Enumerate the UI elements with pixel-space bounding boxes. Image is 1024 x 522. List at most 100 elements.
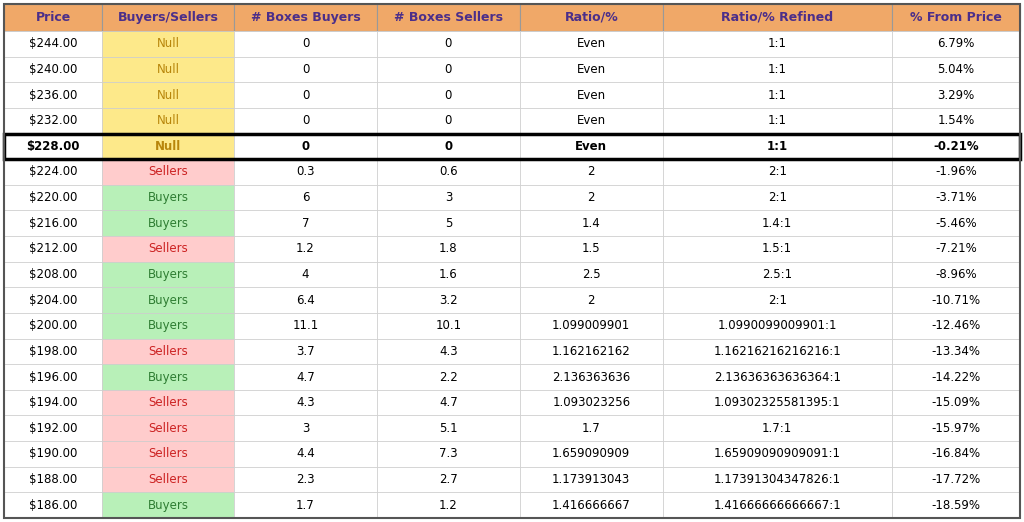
- Bar: [663, 31, 892, 56]
- Text: 0: 0: [302, 89, 309, 102]
- Bar: [377, 159, 520, 185]
- Bar: [234, 159, 377, 185]
- Text: 3: 3: [302, 422, 309, 435]
- Text: $204.00: $204.00: [29, 294, 78, 306]
- Text: 1.2: 1.2: [439, 499, 458, 512]
- Text: Null: Null: [157, 37, 179, 50]
- Bar: [102, 390, 234, 416]
- Text: Ratio/%: Ratio/%: [564, 11, 618, 24]
- Text: -3.71%: -3.71%: [935, 191, 977, 204]
- Bar: [663, 262, 892, 287]
- Bar: [663, 441, 892, 467]
- Text: Even: Even: [577, 89, 606, 102]
- Bar: [4, 364, 102, 390]
- Text: 6.79%: 6.79%: [937, 37, 975, 50]
- Text: 1:1: 1:1: [768, 89, 786, 102]
- Text: 0: 0: [444, 140, 453, 153]
- Bar: [4, 492, 102, 518]
- Text: $190.00: $190.00: [29, 447, 78, 460]
- Text: 3.2: 3.2: [439, 294, 458, 306]
- Bar: [520, 210, 663, 236]
- Text: 0.6: 0.6: [439, 165, 458, 179]
- Text: Null: Null: [157, 114, 179, 127]
- Text: 2: 2: [588, 294, 595, 306]
- Bar: [520, 159, 663, 185]
- Text: $192.00: $192.00: [29, 422, 78, 435]
- Bar: [663, 313, 892, 339]
- Text: -14.22%: -14.22%: [931, 371, 980, 384]
- Text: Sellers: Sellers: [148, 396, 188, 409]
- Text: Null: Null: [155, 140, 181, 153]
- Text: 2:1: 2:1: [768, 294, 786, 306]
- Text: 2:1: 2:1: [768, 165, 786, 179]
- Bar: [663, 364, 892, 390]
- Text: 1.17391304347826:1: 1.17391304347826:1: [714, 473, 841, 486]
- Bar: [102, 339, 234, 364]
- Bar: [4, 390, 102, 416]
- Text: 2.3: 2.3: [296, 473, 314, 486]
- Bar: [102, 287, 234, 313]
- Text: $200.00: $200.00: [29, 319, 77, 333]
- Bar: [234, 262, 377, 287]
- Text: Sellers: Sellers: [148, 422, 188, 435]
- Bar: [663, 287, 892, 313]
- Bar: [102, 441, 234, 467]
- Text: 0.3: 0.3: [296, 165, 314, 179]
- Bar: [4, 134, 1020, 159]
- Text: Sellers: Sellers: [148, 447, 188, 460]
- Bar: [4, 82, 102, 108]
- Bar: [4, 185, 102, 210]
- Bar: [4, 339, 102, 364]
- Bar: [234, 390, 377, 416]
- Bar: [377, 441, 520, 467]
- Bar: [892, 364, 1020, 390]
- Text: 1.41666666666667:1: 1.41666666666667:1: [714, 499, 841, 512]
- Text: -12.46%: -12.46%: [931, 319, 980, 333]
- Text: Buyers: Buyers: [147, 319, 188, 333]
- Bar: [892, 159, 1020, 185]
- Bar: [102, 56, 234, 82]
- Bar: [4, 236, 102, 262]
- Bar: [892, 185, 1020, 210]
- Bar: [234, 56, 377, 82]
- Bar: [102, 236, 234, 262]
- Bar: [102, 313, 234, 339]
- Text: 2.136363636: 2.136363636: [552, 371, 631, 384]
- Bar: [102, 185, 234, 210]
- Bar: [892, 56, 1020, 82]
- Bar: [102, 492, 234, 518]
- Bar: [520, 339, 663, 364]
- Text: 2.5: 2.5: [582, 268, 601, 281]
- Text: 0: 0: [444, 63, 452, 76]
- Text: Sellers: Sellers: [148, 345, 188, 358]
- Text: 1.16216216216216:1: 1.16216216216216:1: [714, 345, 841, 358]
- Bar: [234, 467, 377, 492]
- Bar: [4, 159, 102, 185]
- Bar: [663, 236, 892, 262]
- Text: $188.00: $188.00: [29, 473, 77, 486]
- Bar: [4, 4, 102, 31]
- Text: 1.099009901: 1.099009901: [552, 319, 631, 333]
- Bar: [520, 185, 663, 210]
- Bar: [4, 31, 102, 56]
- Bar: [234, 492, 377, 518]
- Text: $236.00: $236.00: [29, 89, 78, 102]
- Bar: [234, 134, 377, 159]
- Bar: [234, 185, 377, 210]
- Text: Ratio/% Refined: Ratio/% Refined: [721, 11, 834, 24]
- Text: 11.1: 11.1: [292, 319, 318, 333]
- Text: 3.7: 3.7: [296, 345, 314, 358]
- Text: Even: Even: [575, 140, 607, 153]
- Text: $224.00: $224.00: [29, 165, 78, 179]
- Text: 2: 2: [588, 191, 595, 204]
- Text: 1.162162162: 1.162162162: [552, 345, 631, 358]
- Bar: [234, 364, 377, 390]
- Bar: [377, 185, 520, 210]
- Text: Sellers: Sellers: [148, 165, 188, 179]
- Text: 3.29%: 3.29%: [937, 89, 975, 102]
- Text: -16.84%: -16.84%: [931, 447, 980, 460]
- Text: 1.7: 1.7: [582, 422, 601, 435]
- Bar: [102, 31, 234, 56]
- Bar: [892, 134, 1020, 159]
- Bar: [4, 56, 102, 82]
